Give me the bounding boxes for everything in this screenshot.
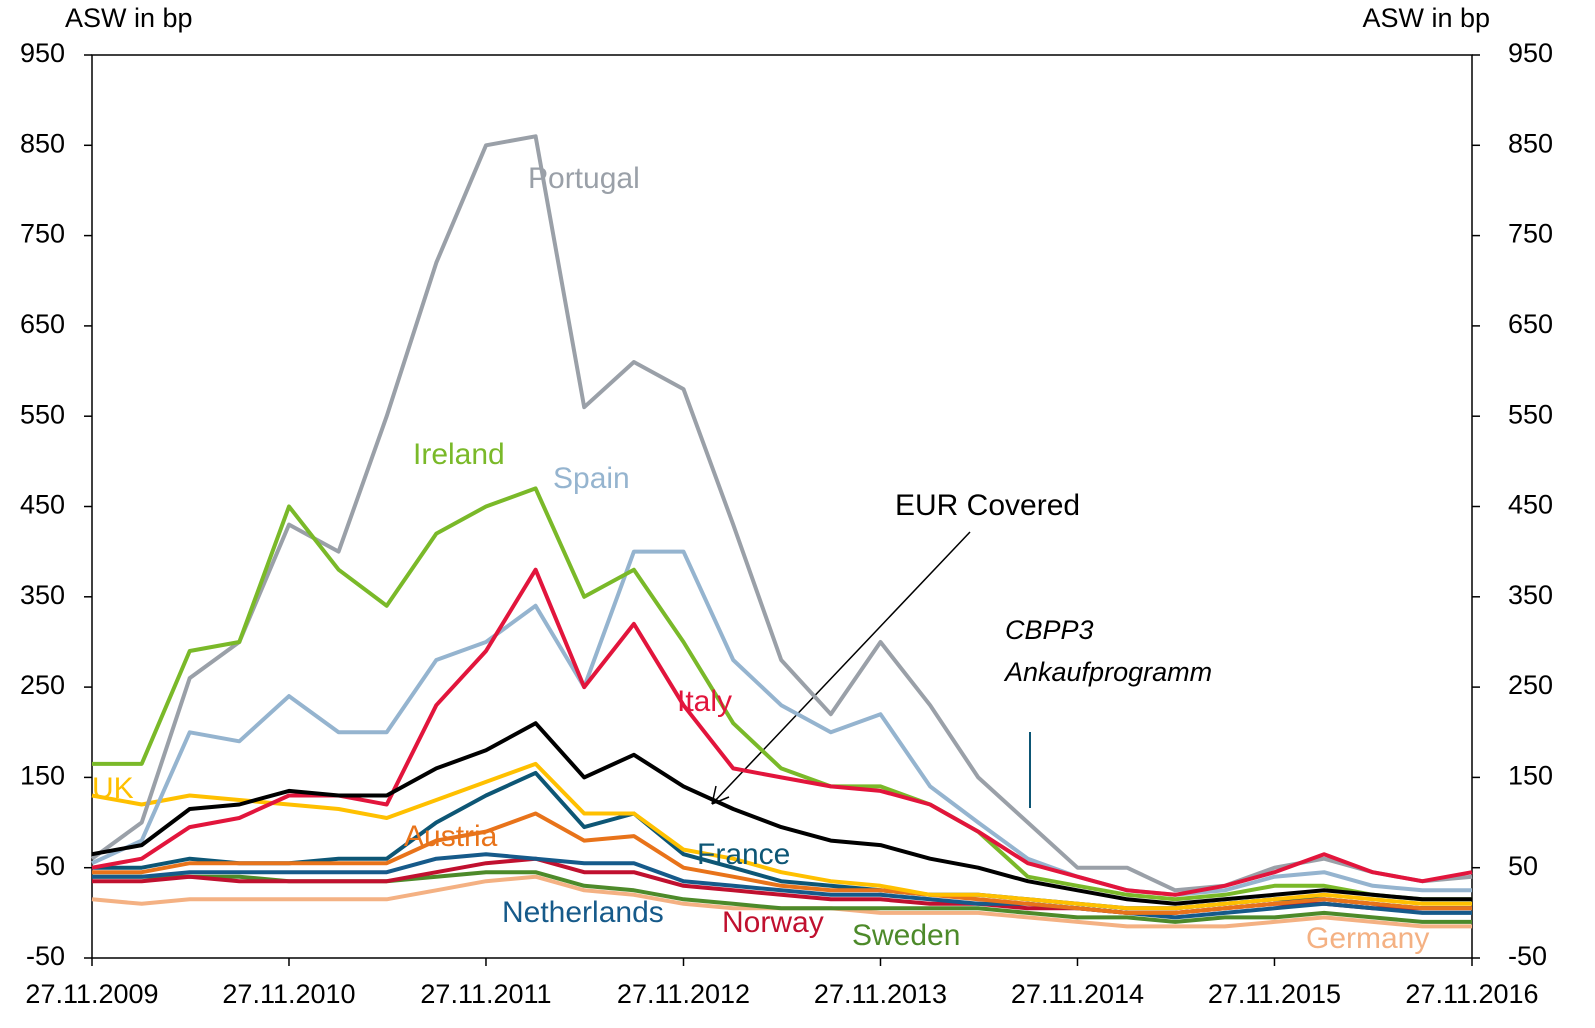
series-line (91, 761, 1472, 911)
y-tick-label: 250 (20, 670, 65, 700)
series-label: Netherlands (502, 896, 664, 929)
series-line (92, 486, 1472, 902)
plot-frame (91, 54, 1473, 959)
y-tick-label: 950 (20, 38, 65, 68)
x-tick-label: 27.11.2009 (25, 979, 158, 1009)
series-line (91, 549, 1472, 897)
y2-axis-label: ASW in bp (1362, 3, 1490, 33)
x-tick-label: 27.11.2011 (420, 979, 551, 1009)
y2-tick-label: 750 (1508, 219, 1553, 249)
y-tick-label: 450 (20, 490, 65, 520)
y2-tick-label: 250 (1508, 670, 1553, 700)
series-label: EUR Covered (895, 489, 1080, 522)
series-label: Portugal (528, 162, 640, 195)
series-line (92, 811, 1472, 915)
series-line (91, 721, 1472, 906)
y2-tick-label: 450 (1508, 490, 1553, 520)
series-label: UK (92, 772, 134, 805)
x-tick-label: 27.11.2014 (1011, 979, 1144, 1009)
series-label: Sweden (852, 919, 960, 952)
y2-tick-label: 50 (1508, 851, 1538, 881)
series-line (92, 852, 1472, 920)
y2-tick-label: 850 (1508, 128, 1553, 158)
series-label: Norway (722, 906, 824, 939)
series-label: Spain (553, 462, 630, 495)
y-tick-label: 850 (20, 128, 65, 158)
series-label: Italy (677, 685, 732, 718)
y2-tick-label: 950 (1508, 38, 1553, 68)
y2-tick-label: -50 (1508, 941, 1547, 971)
x-tick-label: 27.11.2015 (1208, 979, 1341, 1009)
series-label: Austria (404, 820, 498, 853)
y-tick-label: 750 (20, 219, 65, 249)
y2-tick-label: 650 (1508, 309, 1553, 339)
y-tick-label: 150 (20, 761, 65, 791)
x-tick-label: 27.11.2012 (617, 979, 750, 1009)
annotation: CBPP3 (1005, 615, 1094, 645)
y-tick-label: 50 (35, 851, 65, 881)
y2-tick-label: 150 (1508, 761, 1553, 791)
x-tick-label: 27.11.2013 (814, 979, 947, 1009)
y2-tick-label: 550 (1508, 399, 1553, 429)
x-tick-label: 27.11.2016 (1405, 979, 1538, 1009)
y-tick-label: 550 (20, 399, 65, 429)
series-label: France (697, 838, 790, 871)
y2-tick-label: 350 (1508, 580, 1553, 610)
y-tick-label: -50 (26, 941, 65, 971)
series-label: Ireland (413, 438, 505, 471)
y-tick-label: 350 (20, 580, 65, 610)
series-label: Germany (1306, 922, 1429, 955)
y-tick-label: 650 (20, 309, 65, 339)
annotation: Ankaufprogramm (1003, 657, 1212, 687)
x-tick-label: 27.11.2010 (222, 979, 355, 1009)
arrow (711, 531, 971, 805)
y-axis-label: ASW in bp (65, 3, 193, 33)
